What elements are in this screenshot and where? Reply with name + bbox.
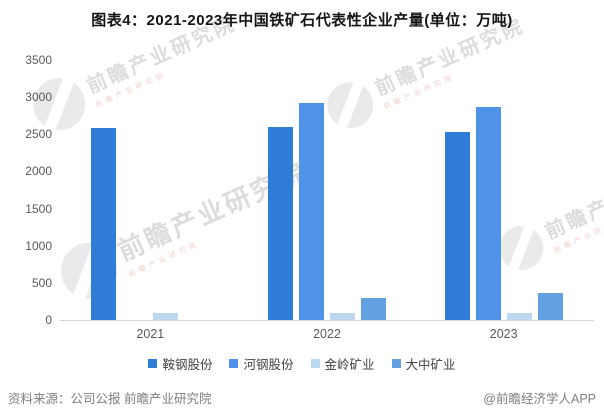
y-tick-label: 1000 xyxy=(25,238,52,253)
bar-group-2022 xyxy=(239,60,416,320)
bar-金岭矿业-2023 xyxy=(506,313,532,320)
bar-河钢股份-2023 xyxy=(475,107,501,320)
legend-marker xyxy=(148,359,158,368)
bar-大中矿业-2022 xyxy=(361,298,386,320)
plot-area xyxy=(62,60,592,320)
legend-marker xyxy=(229,359,239,368)
legend-item-金岭矿业: 金岭矿业 xyxy=(310,354,375,373)
legend-item-大中矿业: 大中矿业 xyxy=(391,354,456,373)
x-category-label: 2022 xyxy=(313,327,341,341)
legend: 鞍钢股份 河钢股份 金岭矿业 大中矿业 xyxy=(0,354,604,373)
y-tick-label: 0 xyxy=(45,313,52,327)
legend-label: 金岭矿业 xyxy=(324,358,375,372)
y-tick-label: 3000 xyxy=(25,90,52,105)
chart-title: 图表4：2021-2023年中国铁矿石代表性企业产量(单位：万吨) xyxy=(91,12,513,29)
y-tick-label: 500 xyxy=(31,275,52,290)
bar-金岭矿业-2022 xyxy=(330,313,355,320)
source-note: 资料来源：公司公报 前瞻产业研究院 xyxy=(8,392,212,406)
bar-group-2021 xyxy=(62,60,239,320)
bar-鞍钢股份-2022 xyxy=(268,127,293,320)
bar-大中矿业-2023 xyxy=(537,293,563,320)
bar-河钢股份-2022 xyxy=(299,103,324,320)
legend-label: 大中矿业 xyxy=(405,358,456,372)
legend-item-河钢股份: 河钢股份 xyxy=(229,354,294,373)
y-tick-label: 1500 xyxy=(25,201,52,216)
credit-note: @前瞻经济学人APP xyxy=(483,392,596,406)
x-axis-labels: 2021 2022 2023 xyxy=(62,327,592,341)
y-tick-label: 2000 xyxy=(25,164,52,179)
legend-label: 河钢股份 xyxy=(243,358,294,372)
footer: 资料来源：公司公报 前瞻产业研究院 @前瞻经济学人APP xyxy=(8,388,596,407)
y-tick-label: 2500 xyxy=(25,127,52,142)
bar-group-2023 xyxy=(415,60,592,320)
x-axis-line xyxy=(60,320,594,321)
x-category-label: 2023 xyxy=(489,327,518,341)
bar-金岭矿业-2021 xyxy=(153,313,179,320)
bar-鞍钢股份-2021 xyxy=(91,128,117,320)
legend-marker xyxy=(391,359,401,368)
legend-item-鞍钢股份: 鞍钢股份 xyxy=(148,354,212,373)
legend-label: 鞍钢股份 xyxy=(162,358,213,372)
legend-marker xyxy=(310,359,320,368)
x-category-label: 2021 xyxy=(136,327,165,341)
y-tick-label: 3500 xyxy=(25,53,52,67)
y-axis: 0 500 1000 1500 2000 2500 3000 3500 xyxy=(0,53,52,327)
bar-鞍钢股份-2023 xyxy=(444,132,470,320)
